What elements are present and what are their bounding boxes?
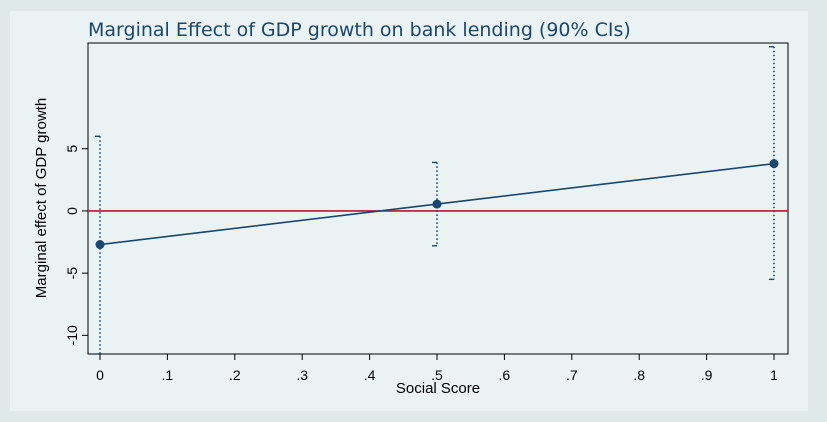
y-tick-label: 0: [64, 207, 80, 215]
x-tick-label: .1: [162, 367, 174, 383]
data-point: [769, 159, 779, 169]
plot-area: [87, 42, 789, 355]
y-tick-label: -10: [64, 325, 80, 345]
y-axis-label: Marginal effect of GDP growth: [33, 98, 50, 298]
y-tick-label: 5: [64, 145, 80, 153]
x-tick-label: 0: [96, 367, 104, 383]
x-tick-label: .2: [229, 367, 241, 383]
x-axis-label: Social Score: [396, 380, 480, 397]
x-tick-label: .5: [431, 367, 443, 383]
chart-title: Marginal Effect of GDP growth on bank le…: [88, 19, 631, 41]
x-tick-label: .7: [566, 367, 578, 383]
x-tick-label: .6: [499, 367, 511, 383]
chart-svg: Marginal Effect of GDP growth on bank le…: [33, 19, 789, 397]
y-tick-label: -5: [64, 267, 80, 280]
x-tick-label: .4: [364, 367, 376, 383]
chart-figure: Marginal Effect of GDP growth on bank le…: [10, 11, 808, 411]
x-tick-label: .9: [701, 367, 713, 383]
data-point: [95, 240, 105, 250]
x-tick-label: .8: [633, 367, 645, 383]
x-tick-label: .3: [296, 367, 308, 383]
data-point: [432, 199, 442, 209]
x-tick-label: 1: [770, 367, 778, 383]
